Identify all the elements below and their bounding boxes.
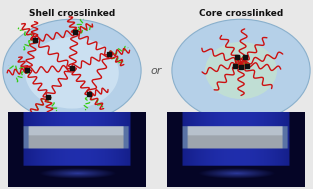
Text: or: or	[151, 66, 162, 76]
Text: Core crosslinked: Core crosslinked	[199, 9, 283, 18]
Ellipse shape	[172, 19, 310, 122]
Ellipse shape	[3, 19, 141, 122]
Text: Shell crosslinked: Shell crosslinked	[29, 9, 115, 18]
Ellipse shape	[25, 37, 119, 108]
Ellipse shape	[205, 42, 277, 99]
